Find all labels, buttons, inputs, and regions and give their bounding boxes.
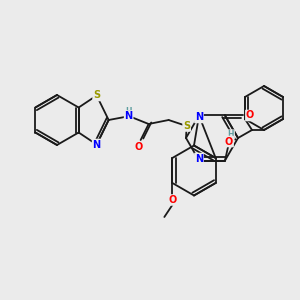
Text: O: O: [134, 142, 143, 152]
Text: O: O: [225, 136, 233, 146]
Text: S: S: [183, 121, 190, 131]
Text: N: N: [124, 111, 133, 121]
Text: O: O: [168, 195, 176, 205]
Text: N: N: [93, 140, 101, 149]
Text: N: N: [195, 112, 203, 122]
Text: N: N: [195, 154, 203, 164]
Text: O: O: [246, 110, 254, 121]
Text: H: H: [228, 130, 234, 139]
Text: H: H: [125, 106, 132, 116]
Text: S: S: [93, 91, 100, 100]
